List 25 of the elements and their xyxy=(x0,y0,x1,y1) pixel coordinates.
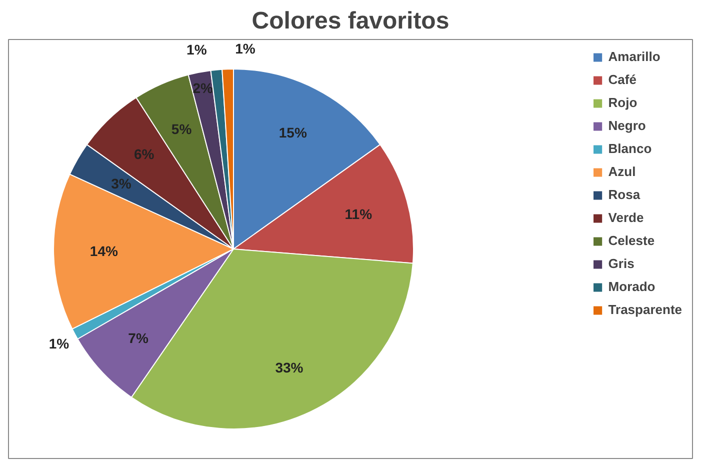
data-label: 1% xyxy=(48,336,70,352)
data-label: 1% xyxy=(235,40,256,57)
chart-title: Colores favoritos xyxy=(252,8,450,34)
legend-label: Gris xyxy=(608,256,634,271)
legend-label: Trasparente xyxy=(608,302,682,317)
data-label: 11% xyxy=(344,206,373,222)
data-label: 3% xyxy=(111,175,132,192)
legend-label: Rosa xyxy=(608,187,640,202)
legend-label: Verde xyxy=(608,210,644,225)
data-label: 33% xyxy=(275,359,304,376)
data-label: 6% xyxy=(134,146,155,162)
legend-label: Amarillo xyxy=(608,49,660,64)
legend-label: Rojo xyxy=(608,95,638,110)
legend-label: Negro xyxy=(608,118,646,133)
legend-label: Azul xyxy=(608,164,636,179)
legend-label: Blanco xyxy=(608,141,652,156)
data-label: 2% xyxy=(192,80,214,96)
legend-label: Celeste xyxy=(608,233,655,248)
data-label: 15% xyxy=(278,124,308,140)
data-label: 14% xyxy=(90,243,118,260)
data-label: 7% xyxy=(128,330,149,346)
data-label: 1% xyxy=(186,42,208,58)
data-label: 5% xyxy=(171,120,192,137)
legend-label: Café xyxy=(608,72,636,87)
legend-label: Morado xyxy=(608,279,656,294)
